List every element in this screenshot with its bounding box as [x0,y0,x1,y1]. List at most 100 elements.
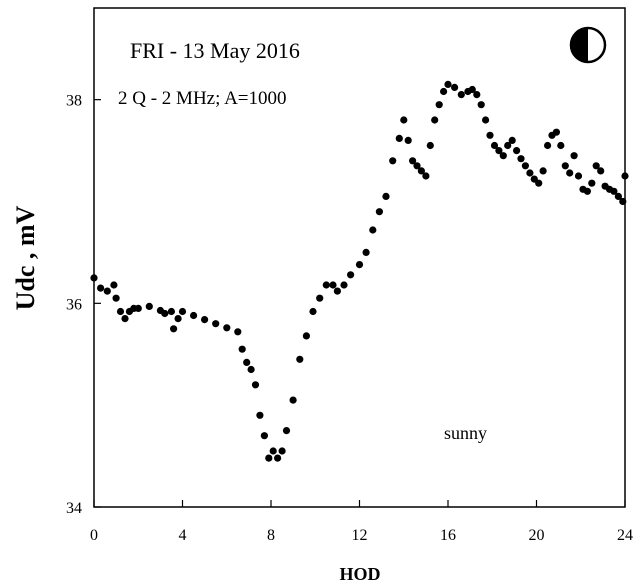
data-point [495,147,503,155]
annotation-sunny: sunny [444,423,487,443]
data-point [110,281,118,289]
data-point [490,141,499,150]
y-tick-label: 34 [66,500,82,517]
data-point [486,131,494,139]
data-point [544,141,552,150]
data-point [426,141,434,150]
data-point [517,155,525,163]
data-point [477,101,485,109]
data-point [444,80,452,88]
data-point [610,187,618,195]
data-point [526,169,534,177]
data-point [504,141,512,150]
data-point [539,167,547,175]
data-point [375,208,383,216]
data-point [134,304,142,312]
data-point [174,315,182,323]
data-point [614,192,623,200]
data-point [161,309,169,318]
data-point [417,167,425,175]
data-point [508,136,516,144]
data-point [112,294,120,302]
data-point [382,192,390,200]
data-point [431,116,439,124]
data-point [116,307,125,316]
data-point [513,147,521,155]
data-point [404,136,412,144]
data-point [296,355,304,363]
x-tick-label: 12 [352,527,368,544]
data-point [592,162,600,170]
data-point [521,162,530,170]
data-point [619,197,627,206]
x-tick-label: 4 [179,527,187,544]
data-point [90,274,98,282]
data-point [322,281,330,289]
data-point [435,101,443,109]
data-point [201,316,209,324]
data-point [269,447,277,455]
data-point [340,281,348,289]
chart-title: FRI - 13 May 2016 [130,38,300,63]
data-point [256,411,264,419]
data-point [333,287,341,295]
data-point [238,345,246,353]
data-point [316,294,324,302]
data-point [347,271,355,279]
data-point [400,116,408,124]
data-point [597,167,605,175]
data-point [355,261,364,269]
data-point [289,396,297,404]
half-moon-icon [569,26,607,64]
data-point [499,152,507,160]
data-point [274,454,282,462]
x-tick-label: 0 [90,527,98,544]
data-point [234,328,242,336]
data-point [178,307,187,316]
data-point [329,281,337,289]
data-point [260,432,268,440]
data-point [422,172,430,180]
data-point [389,157,397,165]
data-point [440,87,448,96]
data-point [278,447,286,455]
data-point [574,172,583,180]
x-tick-label: 24 [617,527,633,544]
data-point [97,284,105,292]
x-axis-title: HOD [339,564,380,584]
data-point [473,91,481,99]
plot-frame [93,7,626,508]
data-point [362,248,370,256]
data-point [212,320,220,328]
data-point [588,179,596,187]
data-point [243,358,251,366]
data-point [395,134,403,142]
data-point [302,332,310,340]
y-tick-label: 36 [66,296,82,313]
y-tick-label: 38 [66,93,82,110]
data-point [167,307,175,316]
x-tick-label: 16 [440,527,456,544]
data-point [369,226,377,234]
data-point [583,187,592,195]
y-axis-title: Udc , mV [11,205,40,310]
data-point [552,128,561,136]
x-tick-label: 8 [267,527,275,544]
data-point [451,83,459,91]
data-point [557,141,565,150]
x-tick-label: 20 [529,527,545,544]
data-point [535,179,543,187]
data-points [90,80,629,462]
data-point [482,116,490,124]
data-point [409,157,417,165]
data-point [190,311,198,320]
data-point [468,85,476,94]
data-point [145,302,153,310]
data-point [413,162,421,170]
data-point [570,152,578,160]
data-point [457,91,465,99]
data-point [223,324,231,332]
data-point [561,162,569,170]
data-point [621,172,629,180]
